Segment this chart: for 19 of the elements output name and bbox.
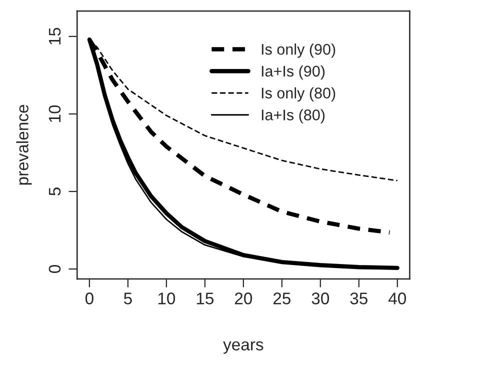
legend-label: Ia+Is (90) [262, 65, 325, 80]
y-tick-label: 0 [48, 265, 61, 273]
x-tick-label: 20 [234, 292, 252, 304]
y-axis-title: prevalence [16, 104, 32, 185]
x-axis-title: years [223, 341, 264, 354]
x-tick-label: 5 [124, 292, 132, 304]
x-tick-label: 30 [312, 292, 330, 304]
x-tick-label: 35 [350, 292, 368, 304]
x-tick-label: 10 [158, 292, 176, 304]
x-tick-label: 25 [273, 292, 290, 304]
x-tick-label: 0 [85, 292, 94, 304]
x-tick-label: 15 [196, 292, 214, 304]
legend-label: Is only (80) [262, 87, 336, 102]
x-tick-label: 40 [388, 292, 406, 304]
y-tick-label: 15 [49, 28, 61, 44]
legend-label: Is only (90) [262, 44, 336, 58]
y-tick-label: 10 [48, 105, 61, 122]
y-tick-label: 5 [49, 188, 61, 196]
legend-label: Ia+Is (80) [262, 109, 325, 124]
